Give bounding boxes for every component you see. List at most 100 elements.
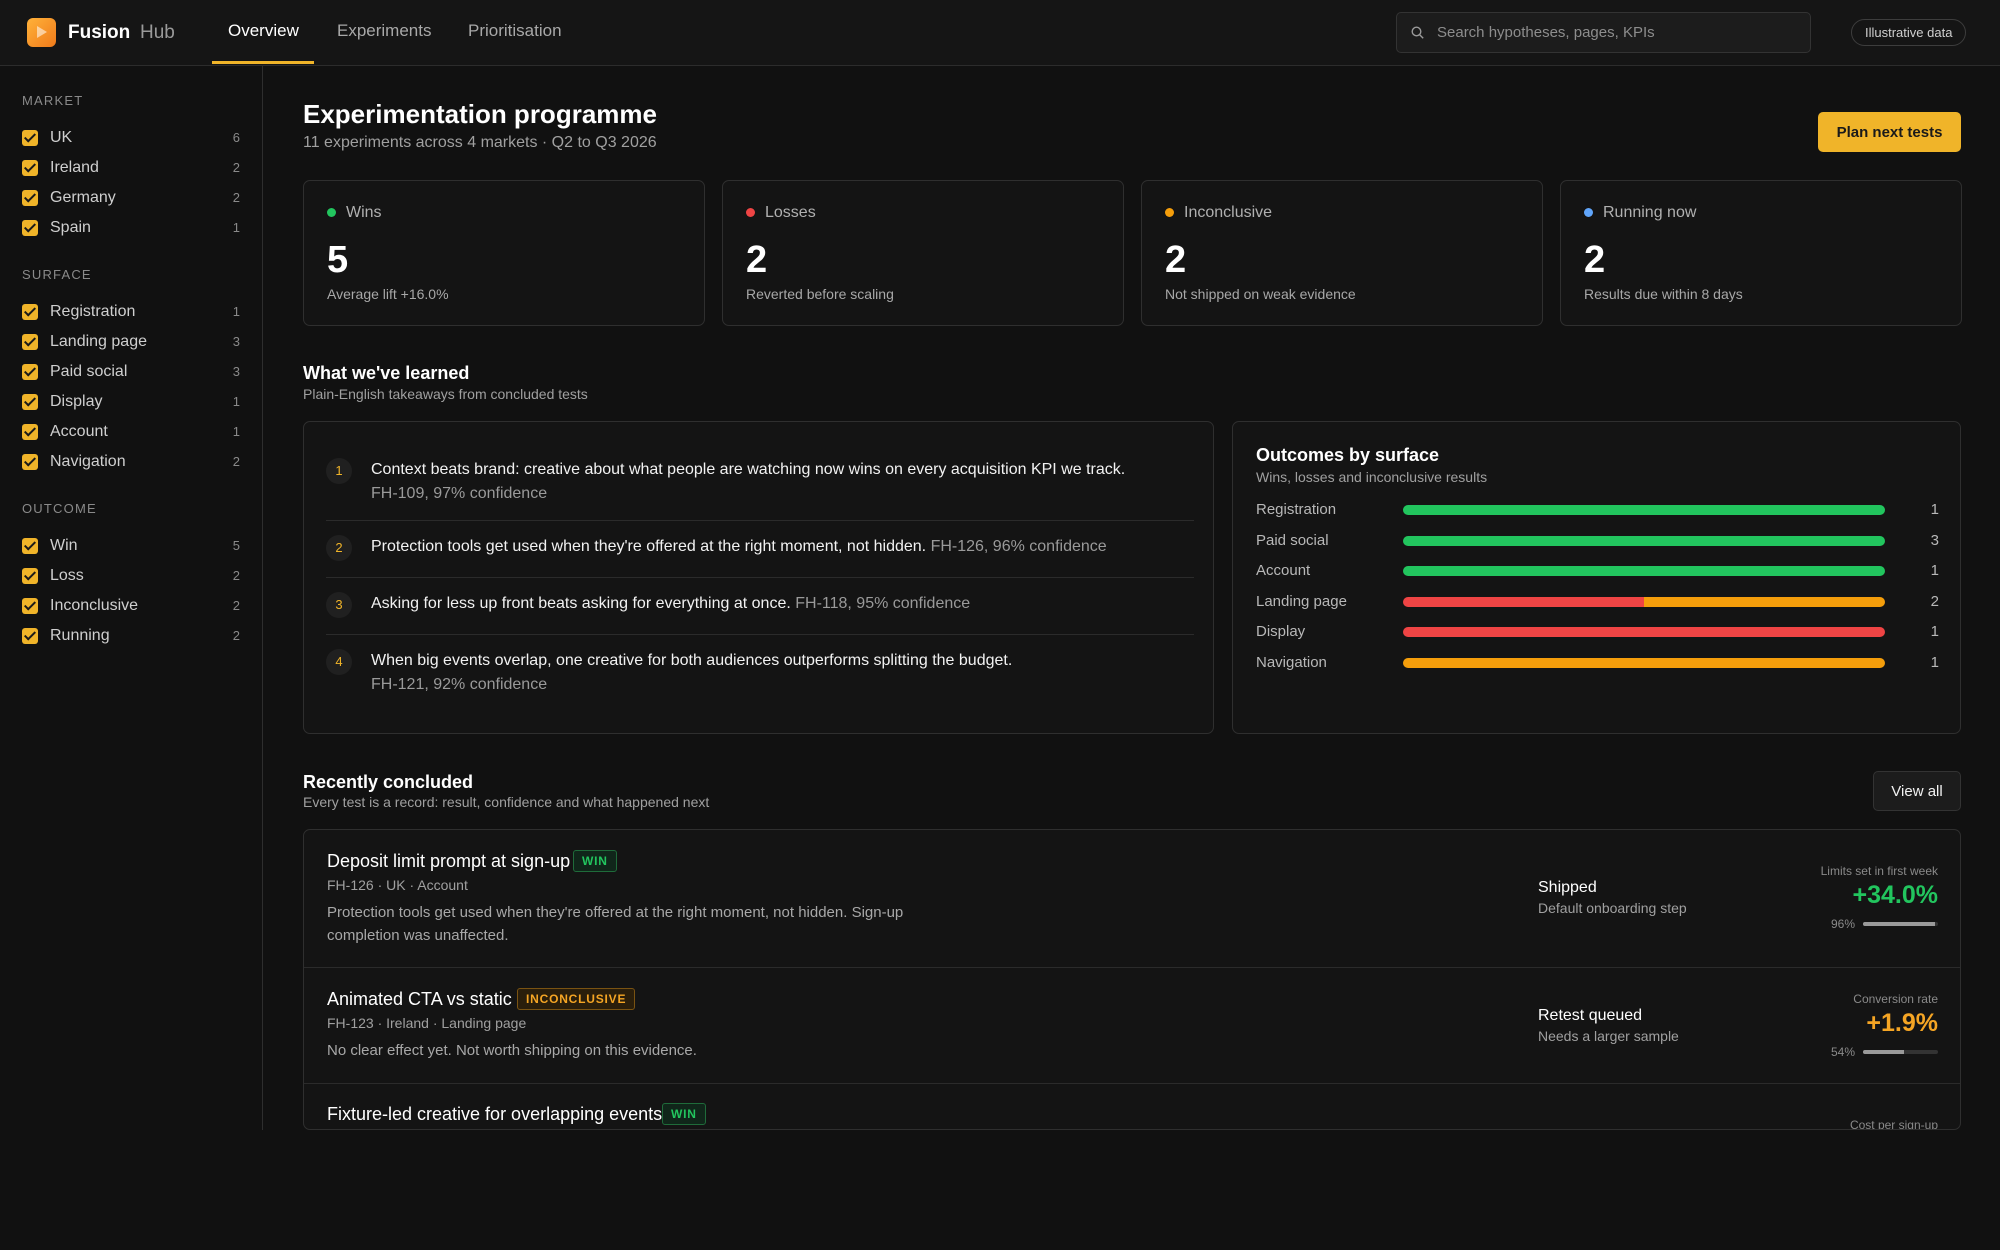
experiment-title[interactable]: Deposit limit prompt at sign-up xyxy=(327,851,571,871)
learned-section-subtitle: Plain-English takeaways from concluded t… xyxy=(303,386,588,402)
stat-value: 2 xyxy=(1165,239,1187,281)
outcome-label: Display xyxy=(1256,623,1306,640)
checkbox[interactable] xyxy=(22,568,38,584)
checkbox[interactable] xyxy=(22,304,38,320)
filter-label: Inconclusive xyxy=(50,597,139,614)
outcome-row: Navigation 1 xyxy=(1256,652,1939,674)
checkbox[interactable] xyxy=(22,160,38,176)
learning-text: Asking for less up front beats asking fo… xyxy=(371,592,1191,616)
filter-label: UK xyxy=(50,129,73,146)
filter-item-ireland[interactable]: Ireland 2 xyxy=(22,157,240,179)
filter-label: Paid social xyxy=(50,363,128,380)
confidence-fill xyxy=(1863,922,1935,926)
confidence-meter: 54% xyxy=(1778,1045,1938,1059)
search-input[interactable] xyxy=(1437,13,1797,52)
checkbox[interactable] xyxy=(22,190,38,206)
status-badge: WIN xyxy=(662,1103,706,1125)
experiment-row[interactable]: Deposit limit prompt at sign-up WIN FH-1… xyxy=(304,830,1960,967)
checkbox[interactable] xyxy=(22,394,38,410)
inconclusive-segment xyxy=(1644,596,1885,607)
filter-count: 5 xyxy=(232,538,240,553)
filter-item-uk[interactable]: UK 6 xyxy=(22,127,240,149)
loss-segment xyxy=(1403,596,1644,607)
filter-item-landing-page[interactable]: Landing page 3 xyxy=(22,331,240,353)
filter-group-title-surface: SURFACE xyxy=(22,267,92,282)
search-box[interactable] xyxy=(1396,12,1811,53)
status-dot xyxy=(746,208,755,217)
experiment-description: No clear effect yet. Not worth shipping … xyxy=(327,1042,697,1059)
filter-item-inconclusive[interactable]: Inconclusive 2 xyxy=(22,595,240,617)
filter-group-title-market: MARKET xyxy=(22,93,84,108)
experiment-title[interactable]: Fixture-led creative for overlapping eve… xyxy=(327,1104,663,1124)
filter-item-registration[interactable]: Registration 1 xyxy=(22,301,240,323)
filter-item-paid-social[interactable]: Paid social 3 xyxy=(22,361,240,383)
page-title: Experimentation programme xyxy=(303,99,657,129)
tab-overview[interactable]: Overview xyxy=(228,21,299,40)
brand-sub: Hub xyxy=(140,22,175,43)
outcomes-subtitle: Wins, losses and inconclusive results xyxy=(1256,469,1488,485)
checkbox[interactable] xyxy=(22,454,38,470)
outcome-bar xyxy=(1403,505,1885,515)
divider xyxy=(326,520,1194,521)
experiment-title[interactable]: Animated CTA vs static xyxy=(327,989,512,1009)
filter-count: 2 xyxy=(232,628,240,643)
checkbox[interactable] xyxy=(22,220,38,236)
checkbox[interactable] xyxy=(22,130,38,146)
outcome-row: Account 1 xyxy=(1256,560,1939,582)
filter-item-display[interactable]: Display 1 xyxy=(22,391,240,413)
status-badge: WIN xyxy=(573,850,617,872)
win-segment xyxy=(1403,535,1885,546)
illustrative-data-chip: Illustrative data xyxy=(1851,19,1967,46)
learning-number: 3 xyxy=(326,592,352,618)
filter-label: Spain xyxy=(50,219,91,236)
experiment-status: Shipped xyxy=(1538,879,1597,896)
filter-item-loss[interactable]: Loss 2 xyxy=(22,565,240,587)
stat-label: Losses xyxy=(765,204,816,221)
filter-item-win[interactable]: Win 5 xyxy=(22,535,240,557)
outcome-row: Registration 1 xyxy=(1256,499,1939,521)
inconclusive-segment xyxy=(1403,657,1885,668)
outcome-bar xyxy=(1403,596,1885,607)
plan-next-tests-button[interactable]: Plan next tests xyxy=(1818,112,1961,152)
stat-value: 5 xyxy=(327,239,349,281)
outcome-bar xyxy=(1403,535,1885,546)
outcome-label: Navigation xyxy=(1256,653,1327,671)
view-all-button[interactable]: View all xyxy=(1873,771,1961,811)
checkbox[interactable] xyxy=(22,334,38,350)
checkbox[interactable] xyxy=(22,628,38,644)
stat-card-inconclusive: Inconclusive 2 Not shipped on weak evide… xyxy=(1141,180,1543,326)
experiment-status-detail: Needs a larger sample xyxy=(1538,1028,1679,1044)
experiment-status-detail: Default onboarding step xyxy=(1538,900,1687,916)
filter-label: Running xyxy=(50,627,110,644)
learned-section-title: What we've learned xyxy=(303,363,470,383)
experiment-row[interactable]: Fixture-led creative for overlapping eve… xyxy=(304,1083,1960,1129)
experiment-meta: FH-126 · UK · Account xyxy=(327,877,468,893)
filter-label: Account xyxy=(50,423,108,440)
learning-text: Context beats brand: creative about what… xyxy=(371,458,1191,506)
checkbox[interactable] xyxy=(22,424,38,440)
fusion-logo-icon[interactable] xyxy=(27,18,56,47)
experiment-description: Protection tools get used when they're o… xyxy=(327,904,904,944)
tab-experiments[interactable]: Experiments xyxy=(337,21,432,40)
checkbox[interactable] xyxy=(22,538,38,554)
filter-count: 2 xyxy=(232,160,240,175)
experiment-row[interactable]: Animated CTA vs static INCONCLUSIVE FH-1… xyxy=(304,967,1960,1083)
filter-item-spain[interactable]: Spain 1 xyxy=(22,217,240,239)
filter-item-account[interactable]: Account 1 xyxy=(22,421,240,443)
brand-name: Fusion xyxy=(68,22,131,43)
recent-experiments-list: Deposit limit prompt at sign-up WIN FH-1… xyxy=(303,829,1961,1130)
checkbox[interactable] xyxy=(22,364,38,380)
status-badge: INCONCLUSIVE xyxy=(517,988,636,1010)
outcome-row: Display 1 xyxy=(1256,621,1939,643)
filter-label: Ireland xyxy=(50,159,99,176)
kpi-label: Conversion rate xyxy=(1853,992,1938,1006)
filter-label: Win xyxy=(50,537,78,554)
outcomes-title: Outcomes by surface xyxy=(1256,445,1440,465)
filter-item-navigation[interactable]: Navigation 2 xyxy=(22,451,240,473)
tab-prioritisation[interactable]: Prioritisation xyxy=(468,21,562,40)
checkbox[interactable] xyxy=(22,598,38,614)
filter-item-germany[interactable]: Germany 2 xyxy=(22,187,240,209)
filter-label: Landing page xyxy=(50,333,147,350)
outcome-bar xyxy=(1403,657,1885,668)
filter-item-running[interactable]: Running 2 xyxy=(22,625,240,647)
